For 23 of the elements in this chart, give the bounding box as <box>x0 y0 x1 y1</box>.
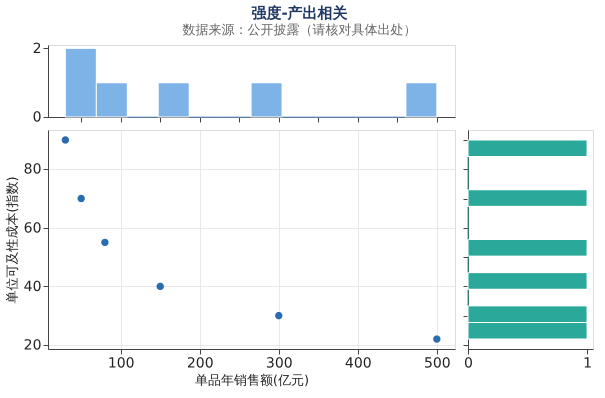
point <box>275 312 282 320</box>
y-tick-label: 0 <box>32 110 42 126</box>
x-tick-label: 0 <box>464 356 473 372</box>
x-tick-label: 500 <box>424 356 451 372</box>
y-tick-label: 80 <box>24 162 42 178</box>
y-tick-label: 2 <box>32 40 42 57</box>
point <box>62 136 70 144</box>
y-tick-label: 40 <box>24 278 42 295</box>
x-tick-label: 400 <box>344 356 372 372</box>
point <box>433 335 441 343</box>
point <box>77 194 85 202</box>
chart-title: 强度-产出相关 <box>251 4 348 22</box>
x-tick-label: 200 <box>186 356 214 372</box>
y-axis-title: 单位可及性成本(指数) <box>6 176 21 304</box>
y-tick-label: 20 <box>24 337 42 354</box>
x-tick-label: 100 <box>108 356 135 372</box>
chart-subtitle: 数据来源：公开披露（请核对具体出处） <box>182 22 417 38</box>
x-tick-label: 1 <box>583 356 592 372</box>
y-tick-label: 60 <box>24 220 42 236</box>
x-axis-title: 单品年销售额(亿元) <box>194 374 310 388</box>
point <box>156 282 164 290</box>
x-tick-label: 300 <box>266 356 293 372</box>
point <box>101 238 109 246</box>
